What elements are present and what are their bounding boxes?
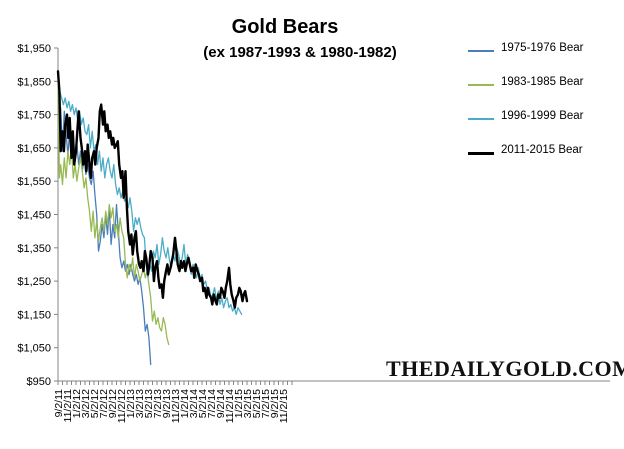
series-line-1983-1985-bear: [57, 70, 170, 346]
x-tick-label: 1/2/15: [233, 389, 245, 418]
x-tick-label: 3/2/12: [80, 389, 92, 418]
x-tick-label: 5/2/14: [197, 389, 209, 418]
chart-title: Gold Bears: [231, 16, 339, 38]
series-line-2011-2015-bear: [56, 70, 249, 309]
x-tick-label: 5/2/13: [143, 389, 155, 418]
watermark-text: THEDAILYGOLD.COM: [386, 356, 624, 381]
legend-label: 1996-1999 Bear: [501, 110, 584, 122]
x-tick-label: 11/2/12: [116, 389, 128, 423]
legend-swatch: [468, 118, 494, 120]
series-line-1996-1999-bear: [57, 70, 243, 316]
x-tick-label: 3/2/13: [134, 389, 146, 418]
legend-item: 1983-1985 Bear: [468, 76, 618, 110]
legend-swatch: [468, 152, 494, 155]
x-tick-label: 1/2/13: [125, 389, 137, 418]
axes: $950 $1,050 $1,150 $1,250 $1,350 $1,450 $1,550…: [17, 43, 610, 423]
legend-swatch: [468, 50, 494, 52]
x-tick-label: 3/2/14: [188, 389, 200, 418]
x-tick-label: 11/2/15: [278, 389, 290, 423]
x-tick-label: 9/2/13: [161, 389, 173, 418]
y-tick-label: $1,950: [17, 43, 51, 55]
y-tick-label: $1,250: [17, 276, 51, 288]
legend-item: 1975-1976 Bear: [468, 42, 618, 76]
x-tick-label: 1/2/12: [71, 389, 83, 418]
x-tick-label: 9/2/12: [107, 389, 119, 418]
x-tick-label: 9/2/14: [215, 389, 227, 418]
x-tick-label: 9/2/11: [53, 389, 65, 418]
x-tick-label: 11/2/14: [224, 389, 236, 423]
series-layer: [56, 70, 249, 366]
x-tick-label: 1/2/14: [179, 389, 191, 418]
x-tick-label: 7/2/14: [206, 389, 218, 418]
y-tick-label: $1,350: [17, 243, 51, 255]
chart-subtitle: (ex 1987-1993 & 1980-1982): [203, 44, 397, 61]
y-tick-label: $1,850: [17, 76, 51, 88]
x-tick-label: 7/2/15: [260, 389, 272, 418]
y-tick-label: $1,150: [17, 309, 51, 321]
legend-item: 2011-2015 Bear: [468, 144, 618, 178]
y-tick-label: $950: [27, 376, 51, 388]
chart-legend: 1975-1976 Bear 1983-1985 Bear 1996-1999 Be…: [468, 42, 618, 178]
y-tick-label: $1,750: [17, 110, 51, 122]
legend-label: 2011-2015 Bear: [501, 144, 583, 156]
x-tick-label: 11/2/13: [170, 389, 182, 423]
legend-label: 1983-1985 Bear: [501, 76, 584, 88]
x-tick-label: 11/2/11: [62, 389, 74, 423]
y-tick-label: $1,650: [17, 143, 51, 155]
y-tick-label: $1,450: [17, 210, 51, 222]
legend-item: 1996-1999 Bear: [468, 110, 618, 144]
legend-swatch: [468, 84, 494, 86]
x-tick-label: 7/2/12: [98, 389, 110, 418]
x-tick-label: 9/2/15: [269, 389, 281, 418]
x-tick-label: 7/2/13: [152, 389, 164, 418]
y-tick-label: $1,550: [17, 176, 51, 188]
x-tick-label: 5/2/15: [251, 389, 263, 418]
y-tick-label: $1,050: [17, 343, 51, 355]
x-tick-label: 5/2/12: [89, 389, 101, 418]
legend-label: 1975-1976 Bear: [501, 42, 584, 54]
x-tick-label: 3/2/15: [242, 389, 254, 418]
